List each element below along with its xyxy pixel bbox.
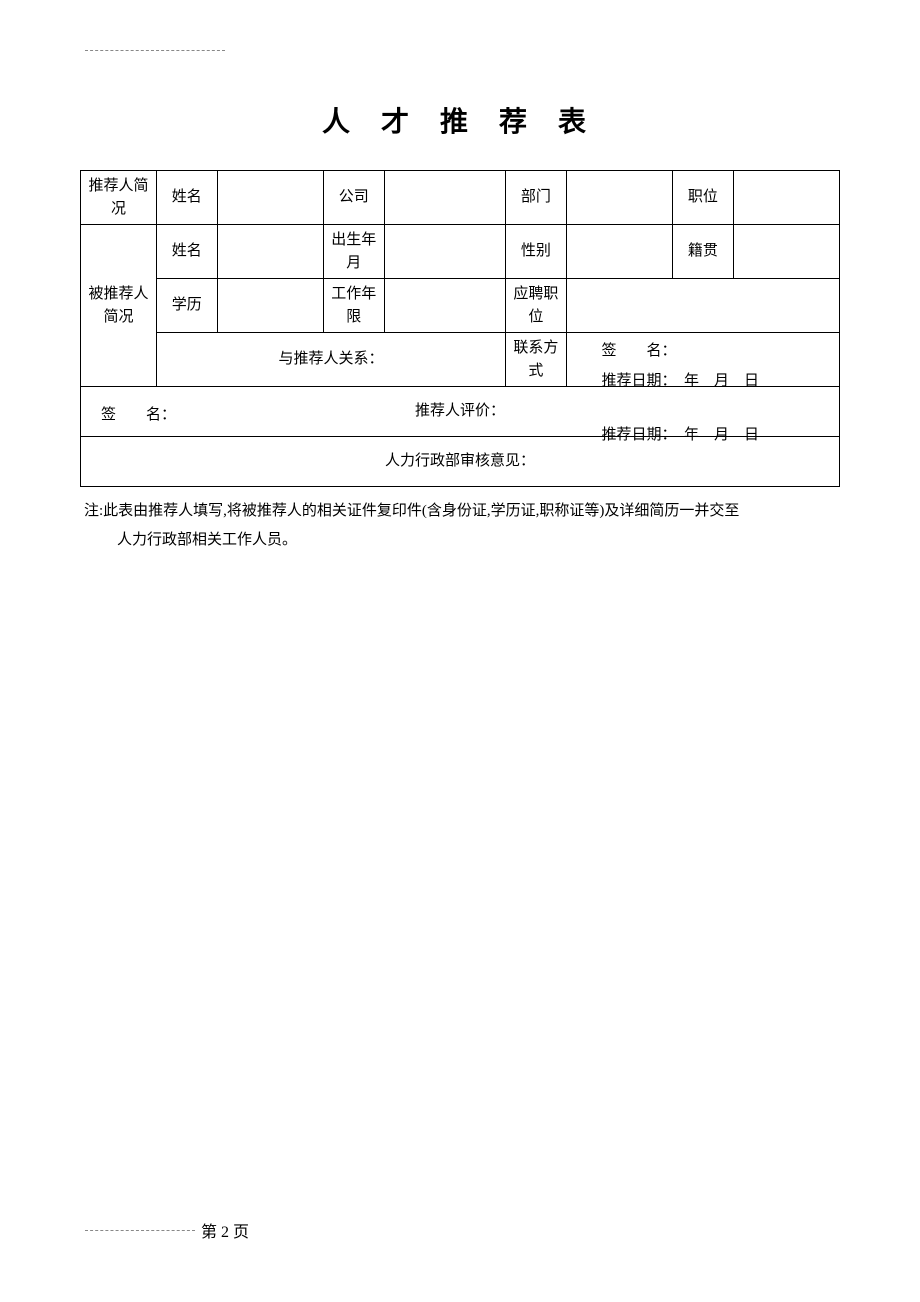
note-block: 注:此表由推荐人填写,将被推荐人的相关证件复印件(含身份证,学历证,职称证等)及… (80, 497, 840, 554)
form-table: 推荐人简况 姓名 公司 部门 职位 被推荐人简况 姓名 出生年月 性别 籍贯 学… (80, 170, 840, 487)
label-company: 公司 (323, 171, 384, 225)
footer-dash-line (85, 1230, 195, 1231)
evaluation-date-label: 推荐日期： 年 月 日 (601, 366, 759, 396)
label-gender: 性别 (506, 225, 567, 279)
hr-date-label: 推荐日期： 年 月 日 (601, 424, 759, 447)
recommender-row: 推荐人简况 姓名 公司 部门 职位 (81, 171, 840, 225)
field-cand-native[interactable] (733, 225, 839, 279)
label-contact: 联系方式 (506, 333, 567, 387)
label-native: 籍贯 (672, 225, 733, 279)
hr-label: 人力行政部审核意见： (385, 453, 535, 469)
label-apply: 应聘职位 (506, 279, 567, 333)
label-name: 姓名 (156, 171, 217, 225)
page-footer: 第 2 页 (85, 1218, 840, 1242)
field-recommender-name[interactable] (217, 171, 323, 225)
field-recommender-dept[interactable] (566, 171, 672, 225)
field-recommender-position[interactable] (733, 171, 839, 225)
candidate-header: 被推荐人简况 (81, 225, 157, 387)
label-cand-name: 姓名 (156, 225, 217, 279)
label-edu: 学历 (156, 279, 217, 333)
field-cand-apply[interactable] (566, 279, 839, 333)
note-line-2: 人力行政部相关工作人员。 (84, 526, 840, 555)
hr-signature-label: 签 名： (101, 404, 176, 427)
page-content: 人 才 推 荐 表 推荐人简况 姓名 公司 部门 职位 被推荐人简况 姓名 出生… (0, 0, 920, 594)
evaluation-signature-label: 签 名： (601, 336, 759, 366)
hr-row: 人力行政部审核意见： 签 名： 推荐日期： 年 月 日 (81, 437, 840, 487)
label-dept: 部门 (506, 171, 567, 225)
label-birth: 出生年月 (323, 225, 384, 279)
evaluation-label: 推荐人评价： (415, 403, 505, 419)
field-cand-gender[interactable] (566, 225, 672, 279)
label-relation: 与推荐人关系： (156, 333, 505, 387)
field-cand-name[interactable] (217, 225, 323, 279)
field-cand-birth[interactable] (384, 225, 505, 279)
hr-cell[interactable]: 人力行政部审核意见： 签 名： 推荐日期： 年 月 日 (81, 437, 840, 487)
field-recommender-company[interactable] (384, 171, 505, 225)
recommender-header: 推荐人简况 (81, 171, 157, 225)
label-position: 职位 (672, 171, 733, 225)
page-number: 第 2 页 (201, 1218, 249, 1242)
note-line-1: 注:此表由推荐人填写,将被推荐人的相关证件复印件(含身份证,学历证,职称证等)及… (84, 497, 840, 526)
field-cand-edu[interactable] (217, 279, 323, 333)
candidate-row-1: 被推荐人简况 姓名 出生年月 性别 籍贯 (81, 225, 840, 279)
label-workyears: 工作年限 (323, 279, 384, 333)
candidate-row-2: 学历 工作年限 应聘职位 (81, 279, 840, 333)
evaluation-signblock: 签 名： 推荐日期： 年 月 日 (601, 336, 759, 396)
document-title: 人 才 推 荐 表 (80, 100, 840, 140)
header-dash-line (85, 50, 225, 51)
field-cand-workyears[interactable] (384, 279, 505, 333)
